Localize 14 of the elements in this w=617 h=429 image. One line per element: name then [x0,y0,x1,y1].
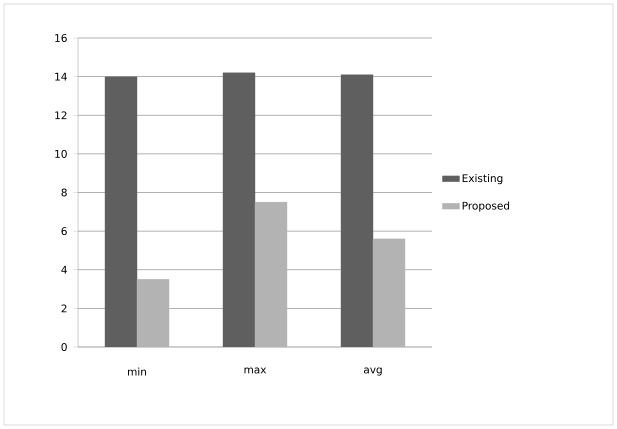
x-tick-label: avg [364,368,382,376]
y-tick-label: 0 [61,343,67,351]
y-tick-label: 14 [55,72,67,80]
x-tick-label: max [244,368,266,374]
y-tick-label: 12 [55,111,66,120]
legend-label: Existing [462,174,502,184]
x-tick-label: min [128,368,146,376]
y-tick-label: 10 [55,150,67,158]
y-tick-label: 6 [62,227,67,236]
legend-label: Proposed [462,201,510,212]
y-tick-label: 16 [55,34,67,42]
y-tick-label: 8 [62,188,67,196]
y-tick-label: 4 [61,266,67,274]
y-tick-label: 2 [62,304,66,312]
